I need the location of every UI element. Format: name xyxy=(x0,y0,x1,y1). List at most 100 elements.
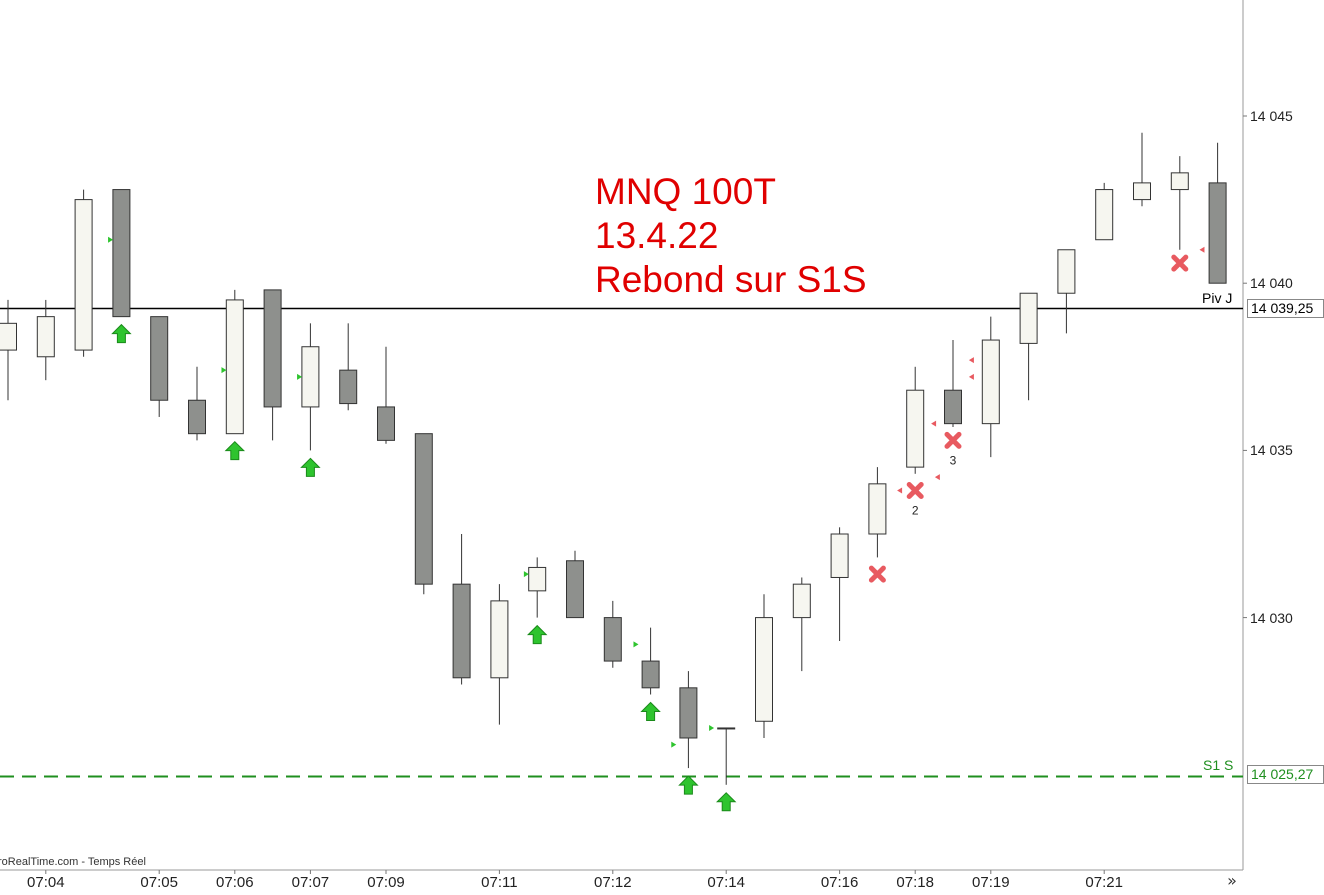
candle-body xyxy=(717,727,736,730)
green-marker-icon xyxy=(523,571,529,578)
time-tick-label: 07:18 xyxy=(896,874,934,891)
buy-arrow-icon xyxy=(111,323,132,344)
candle xyxy=(528,557,547,618)
time-tick-label: 07:05 xyxy=(140,874,178,891)
candle xyxy=(906,366,925,474)
candle xyxy=(792,577,811,672)
candle-body xyxy=(1133,182,1151,201)
candle-body xyxy=(528,566,547,592)
candle-body xyxy=(906,389,925,468)
candle xyxy=(566,550,584,619)
time-tick-label: 07:07 xyxy=(291,874,330,891)
candle-body xyxy=(679,687,698,739)
candle-body xyxy=(150,316,169,401)
candles xyxy=(0,132,1227,785)
candle-body xyxy=(1095,189,1114,241)
green-marker-icon xyxy=(633,641,639,648)
candle xyxy=(225,289,244,435)
candle xyxy=(188,366,206,441)
candle-body xyxy=(377,406,395,441)
candle xyxy=(339,323,358,411)
red-marker-icon xyxy=(897,487,903,494)
candle-body xyxy=(641,660,660,689)
sell-cross-icon xyxy=(906,482,924,500)
candle xyxy=(112,189,131,318)
candle-body xyxy=(566,560,584,619)
time-tick-label: 07:14 xyxy=(707,874,745,891)
sell-cross-count: 3 xyxy=(950,453,957,467)
buy-arrow-icon xyxy=(526,624,548,645)
green-marker-icon xyxy=(108,236,114,243)
candle xyxy=(0,299,17,401)
candle-body xyxy=(490,600,509,679)
candle-body xyxy=(1208,182,1227,284)
candle xyxy=(641,627,660,695)
candle xyxy=(36,299,55,381)
buy-arrow-icon xyxy=(678,775,699,795)
source-watermark: roRealTime.com - Temps Réel xyxy=(0,856,146,868)
title-line-instrument: MNQ 100T xyxy=(595,171,776,212)
candle xyxy=(1057,249,1076,334)
candle-body xyxy=(0,322,17,351)
candle-body xyxy=(755,617,773,722)
green-marker-icon xyxy=(671,741,677,748)
candle xyxy=(944,340,962,427)
candle xyxy=(414,433,433,595)
support-level-value: 14 025,27 xyxy=(1247,765,1324,784)
price-tick-label: 14 035 xyxy=(1250,442,1293,459)
candle-body xyxy=(1057,249,1076,294)
candle-body xyxy=(74,199,93,351)
sell-cross-count: 2 xyxy=(912,504,919,518)
green-marker-icon xyxy=(221,367,227,374)
candle xyxy=(377,346,395,444)
candle xyxy=(150,316,169,417)
price-tick-label: 14 030 xyxy=(1250,609,1293,626)
candle-body xyxy=(452,583,471,679)
time-tick-label: 07:06 xyxy=(216,874,254,891)
red-marker-icon xyxy=(931,420,937,427)
candle-body xyxy=(981,339,1000,425)
time-tick-label: 07:21 xyxy=(1085,874,1123,891)
candle xyxy=(452,534,471,685)
candle-body xyxy=(944,389,962,425)
signals: 23 xyxy=(108,115,1247,812)
time-tick-label: 07:12 xyxy=(594,874,632,891)
red-marker-icon xyxy=(968,373,974,380)
candle xyxy=(868,467,887,558)
candle-body xyxy=(1170,172,1189,191)
candle xyxy=(1208,142,1227,284)
candle-body xyxy=(263,289,282,408)
price-tick-label: 14 045 xyxy=(1250,108,1293,124)
candle xyxy=(74,189,93,357)
level-lines xyxy=(0,307,1243,778)
candle-body xyxy=(792,583,811,619)
candle xyxy=(981,316,1000,458)
time-tick-label: 07:16 xyxy=(820,874,859,891)
pivot-level-value: 14 039,25 xyxy=(1247,299,1324,318)
candle-body xyxy=(339,369,358,405)
green-marker-icon xyxy=(297,373,303,380)
title-line-comment: Rebond sur S1S xyxy=(595,259,867,300)
buy-arrow-icon xyxy=(715,792,737,812)
candle-body xyxy=(36,316,55,358)
candle-body xyxy=(1019,292,1038,344)
green-marker-icon xyxy=(709,724,715,731)
time-tick-label: 07:04 xyxy=(27,874,65,891)
buy-arrow-icon xyxy=(300,457,321,477)
candle xyxy=(301,323,320,451)
red-marker-icon xyxy=(968,357,974,364)
price-tick-label: 14 040 xyxy=(1250,275,1293,292)
candle-body xyxy=(414,433,433,585)
candle-body xyxy=(868,483,887,535)
candle xyxy=(1170,156,1189,250)
candle-body xyxy=(301,346,320,408)
candle-body xyxy=(225,299,244,435)
candle-body xyxy=(188,399,206,435)
time-tick-label: 07:11 xyxy=(481,874,518,891)
candle xyxy=(679,671,698,769)
candle xyxy=(1133,132,1151,207)
scroll-right-button[interactable]: » xyxy=(1227,871,1237,890)
candle xyxy=(717,727,736,785)
candle-body xyxy=(830,533,849,578)
